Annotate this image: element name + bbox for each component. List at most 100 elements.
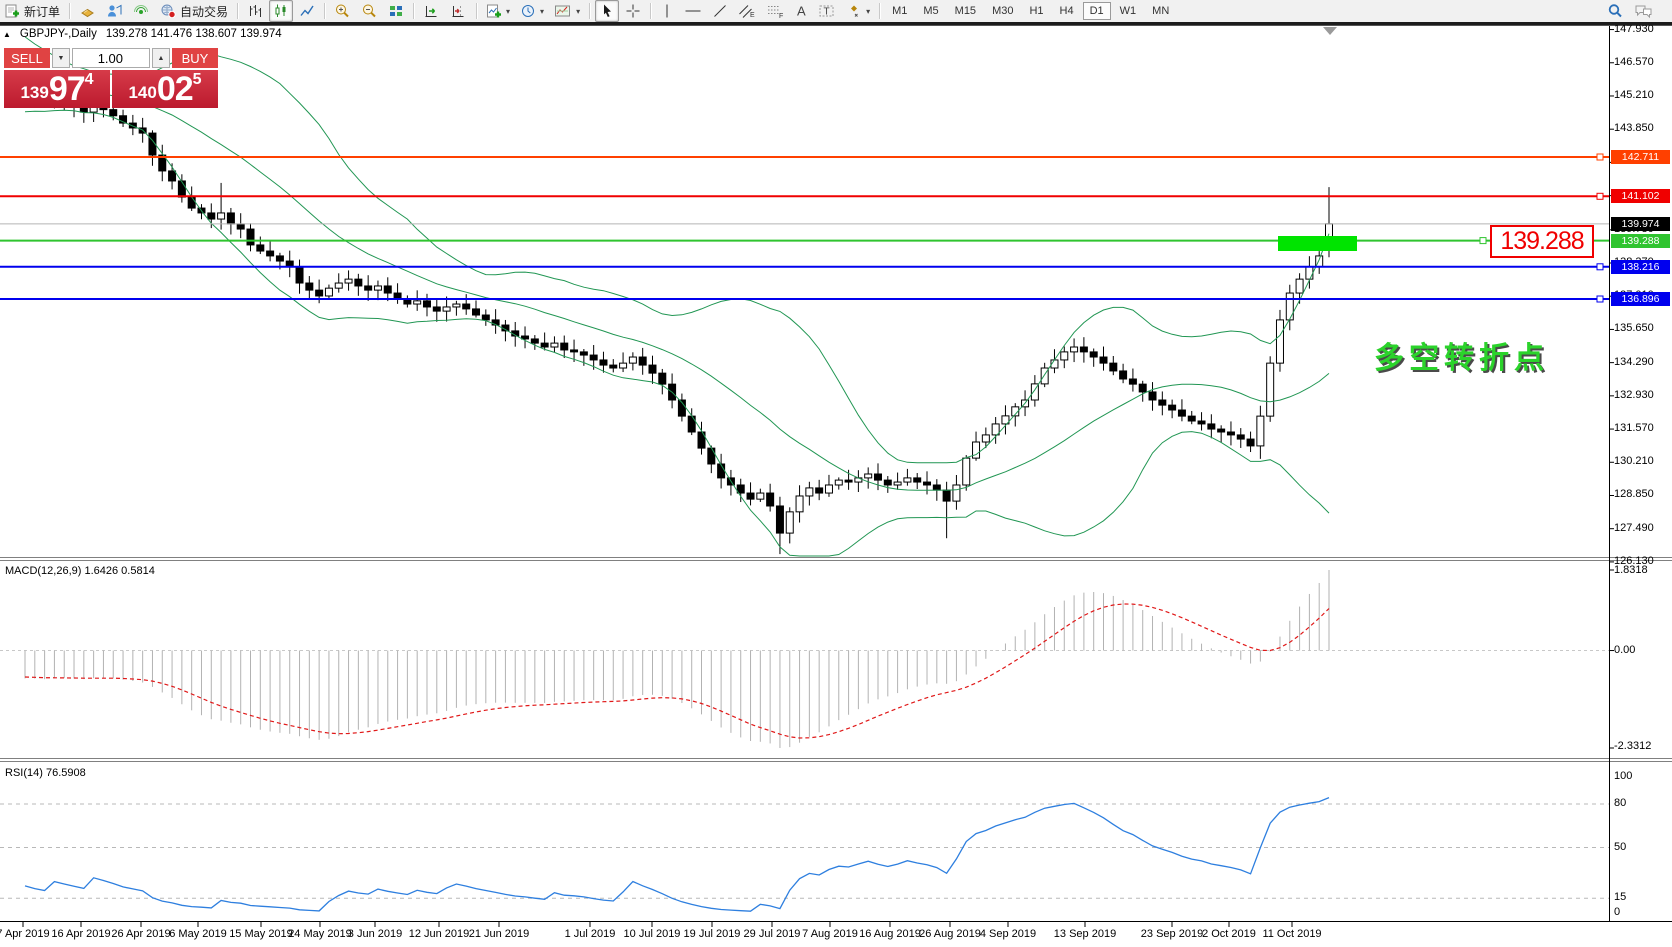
equidistant-channel-icon: E xyxy=(739,5,755,19)
dropdown-caret-icon: ▾ xyxy=(506,6,511,16)
person-chart-icon xyxy=(108,4,122,17)
volume-decrease-button[interactable]: ▼ xyxy=(52,48,70,68)
chart-annotation-text: 多空转折点 xyxy=(1374,342,1549,375)
new-order-button[interactable]: 新订单 xyxy=(1,0,64,22)
sell-price-button[interactable]: 139 97 4 xyxy=(4,70,110,108)
chat-button[interactable] xyxy=(1630,0,1658,22)
sell-button[interactable]: SELL xyxy=(4,48,50,68)
price-callout-box[interactable]: 139.288 xyxy=(1490,225,1594,258)
zoom-out-button[interactable] xyxy=(357,0,382,22)
toolbar-separator xyxy=(69,3,71,19)
clock-icon xyxy=(522,5,535,17)
autoscroll-button[interactable] xyxy=(419,0,444,22)
toolbar-separator xyxy=(879,3,881,19)
collapse-panel-icon[interactable]: ▲ xyxy=(3,29,11,39)
candlestick-chart-icon xyxy=(275,4,286,17)
template-icon xyxy=(555,5,571,17)
trendline-icon xyxy=(714,5,726,17)
vertical-line-icon xyxy=(666,4,668,18)
svg-text:F: F xyxy=(779,13,783,19)
arrows-shapes-icon xyxy=(851,5,858,17)
timeframe-button-mn[interactable]: MN xyxy=(1152,5,1170,17)
volume-input[interactable]: 1.00 xyxy=(72,48,150,68)
toolbar-separator xyxy=(324,3,326,19)
buy-price-button[interactable]: 140 02 5 xyxy=(112,70,218,108)
search-icon xyxy=(1608,4,1622,18)
zoom-out-icon xyxy=(363,4,376,18)
trendline-tool-button[interactable] xyxy=(708,0,732,22)
timeframe-button-m15[interactable]: M15 xyxy=(954,5,977,17)
dropdown-caret-icon: ▾ xyxy=(576,6,581,16)
new-order-label: 新订单 xyxy=(24,4,61,19)
buy-price-pips: 02 xyxy=(156,70,194,108)
text-label-tool-button[interactable]: T xyxy=(814,0,840,22)
new-order-icon xyxy=(5,4,19,18)
chart-shift-icon xyxy=(452,6,464,17)
new-chart-icon xyxy=(487,4,502,18)
text-tool-button[interactable]: A xyxy=(790,0,812,22)
templates-button[interactable]: ▾ xyxy=(550,0,584,22)
main-toolbar: 新订单 自动交易 xyxy=(0,0,1672,22)
horizontal-line-icon xyxy=(685,10,701,12)
radar-icon xyxy=(134,5,149,14)
autotrading-icon xyxy=(161,4,176,19)
sell-price-fraction: 4 xyxy=(84,71,94,88)
candlestick-chart-button[interactable] xyxy=(269,0,294,22)
line-chart-icon xyxy=(300,5,314,16)
dropdown-caret-icon: ▾ xyxy=(540,6,545,16)
new-chart-button[interactable]: ▾ xyxy=(482,0,514,22)
bar-chart-icon xyxy=(250,5,262,17)
community-button[interactable] xyxy=(102,0,127,22)
text-label-icon: T xyxy=(819,5,834,18)
dropdown-caret-icon: ▾ xyxy=(866,6,871,16)
autotrading-label: 自动交易 xyxy=(180,4,229,19)
timeframe-button-h4[interactable]: H4 xyxy=(1059,5,1074,17)
chart-shift-button[interactable] xyxy=(446,0,471,22)
toolbar-separator xyxy=(476,3,478,19)
sell-price-pips: 97 xyxy=(48,70,86,108)
autotrading-button[interactable]: 自动交易 xyxy=(156,0,232,22)
timeframe-button-m1[interactable]: M1 xyxy=(892,5,908,17)
buy-button[interactable]: BUY xyxy=(172,48,218,68)
fibonacci-tool-button[interactable]: F xyxy=(762,0,788,22)
timeframe-group: M1 M5 M15 M30 H1 H4 D1 W1 MN xyxy=(884,2,1177,20)
zoom-in-button[interactable] xyxy=(330,0,355,22)
cursor-button[interactable] xyxy=(595,0,620,22)
search-button[interactable] xyxy=(1603,0,1628,22)
cursor-icon xyxy=(604,4,612,17)
buy-price-big-figure: 140 xyxy=(128,83,157,102)
fibonacci-icon: F xyxy=(768,6,783,19)
sell-price-big-figure: 139 xyxy=(20,83,49,102)
volume-increase-button[interactable]: ▲ xyxy=(152,48,170,68)
channel-tool-button[interactable]: E xyxy=(734,0,760,22)
deposit-button[interactable] xyxy=(75,0,100,22)
crosshair-button[interactable] xyxy=(621,0,645,22)
timeframe-button-d1[interactable]: D1 xyxy=(1082,2,1111,20)
toolbar-bottom-border xyxy=(0,22,1672,25)
tile-windows-button[interactable] xyxy=(384,0,408,22)
arrows-tool-button[interactable]: ▾ xyxy=(842,0,874,22)
toolbar-separator xyxy=(237,3,239,19)
timeframe-button-m5[interactable]: M5 xyxy=(923,5,939,17)
timeframe-button-w1[interactable]: W1 xyxy=(1119,5,1137,17)
toolbar-separator xyxy=(589,3,591,19)
symbol-period-label: GBPJPY-,Daily xyxy=(19,28,97,40)
toolbar-separator xyxy=(413,3,415,19)
timeframe-button-m30[interactable]: M30 xyxy=(992,5,1014,17)
ohlc-values: 139.278 141.476 138.607 139.974 xyxy=(105,28,282,40)
line-chart-button[interactable] xyxy=(295,0,319,22)
gold-bar-icon xyxy=(81,8,94,18)
vertical-line-tool-button[interactable] xyxy=(656,0,678,22)
buy-price-fraction: 5 xyxy=(192,71,202,88)
svg-text:E: E xyxy=(750,12,755,19)
signals-button[interactable] xyxy=(129,0,154,22)
toolbar-separator xyxy=(650,3,652,19)
timeframe-button-h1[interactable]: H1 xyxy=(1029,5,1044,17)
horizontal-line-tool-button[interactable] xyxy=(680,0,706,22)
crosshair-icon xyxy=(626,4,640,18)
svg-text:T: T xyxy=(824,7,830,18)
profiles-button[interactable]: ▾ xyxy=(516,0,548,22)
bar-chart-button[interactable] xyxy=(243,0,267,22)
